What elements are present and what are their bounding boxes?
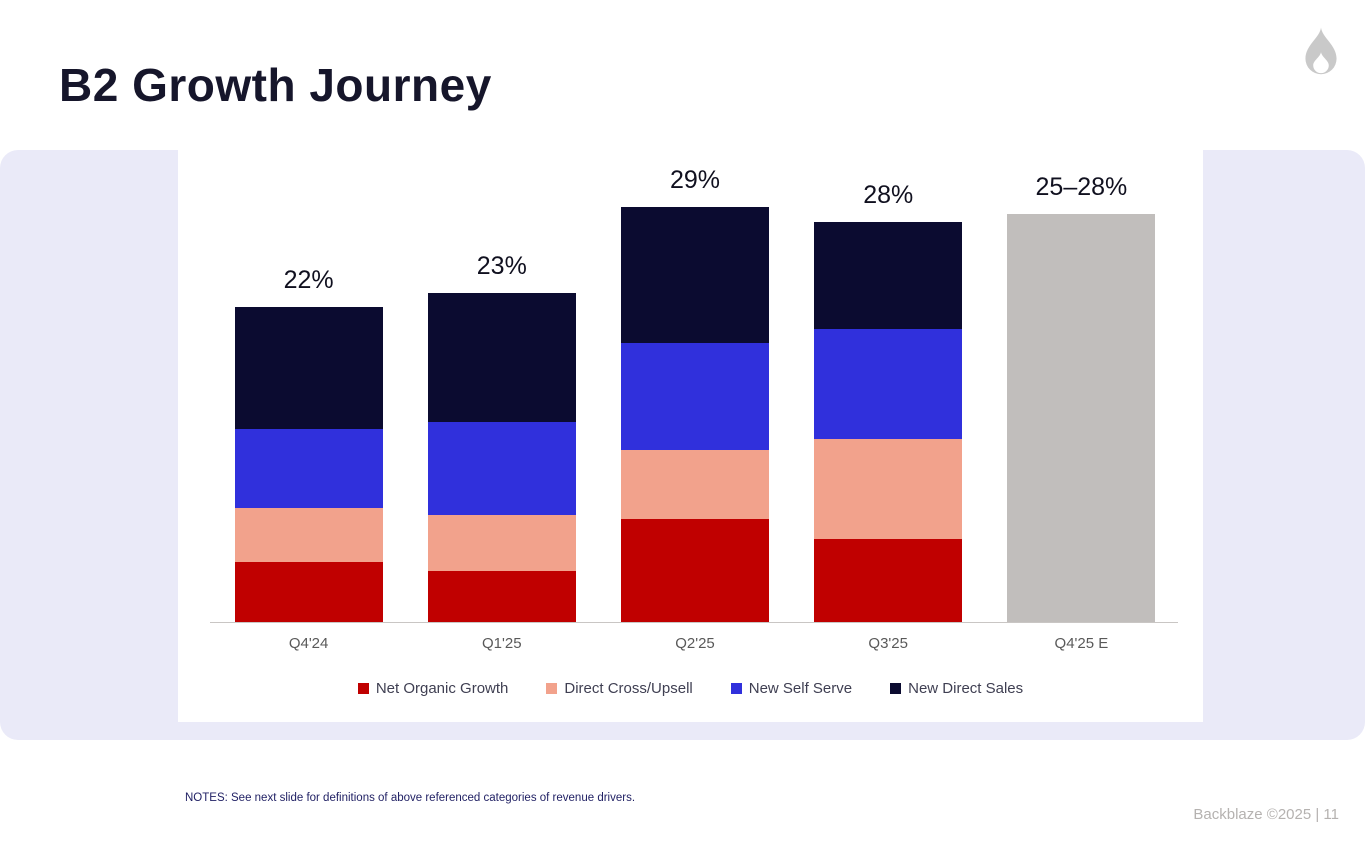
bar-total-label: 23% [476,252,527,281]
stacked-bar [234,307,383,622]
bar-segment [427,570,576,622]
legend-label: New Direct Sales [908,680,1024,697]
stacked-bar [814,221,963,622]
bar-total-label: 25–28% [1035,173,1128,202]
x-axis-tick-label: Q4'25 E [1054,635,1109,652]
stacked-bar [621,207,769,622]
bar-segment [234,507,383,562]
stacked-bar [1007,214,1156,622]
legend-label: Net Organic Growth [375,680,509,697]
bar-segment [814,438,963,540]
slide-notes: NOTES: See next slide for definitions of… [185,792,636,804]
bar-segment [427,514,576,571]
chart-panel: 22% Q4'24 23% Q1'25 29% Q2'25 28% Q3'25 25–28% Q4… [178,150,1203,722]
legend-item: New Self Serve [730,680,853,697]
bar-column: 23% Q1'25 [405,177,598,652]
legend-label: Direct Cross/Upsell [564,680,693,697]
x-axis-tick-label: Q4'24 [288,635,329,652]
bar-segment [1007,214,1156,622]
bar-segment [427,421,576,515]
bar-column: 28% Q3'25 [792,177,985,652]
bar-segment [621,207,769,344]
legend-swatch [890,683,902,694]
x-axis-tick-label: Q1'25 [482,635,522,652]
legend-item: Direct Cross/Upsell [546,680,693,697]
bar-column: 25–28% Q4'25 E [985,173,1178,652]
legend-item: New Direct Sales [890,680,1023,697]
bar-segment [814,328,963,439]
bar-segment [234,561,383,622]
x-axis-tick-label: Q2'25 [675,635,715,652]
bar-column: 22% Q4'24 [212,177,405,652]
slide-footer: Backblaze ©2025 | 11 [1193,806,1339,823]
bar-segment [621,343,769,451]
bar-segment [234,428,383,508]
page-title: B2 Growth Journey [59,59,492,111]
legend-item: Net Organic Growth [357,680,509,697]
bar-segment [621,450,769,520]
chart-band: 22% Q4'24 23% Q1'25 29% Q2'25 28% Q3'25 25–28% Q4… [0,150,1365,740]
stacked-bar [427,293,576,622]
backblaze-flame-icon [1305,27,1337,75]
legend-swatch [546,683,558,694]
chart-legend: Net Organic Growth Direct Cross/Upsell New… [178,680,1203,697]
bar-segment [814,221,963,329]
bar-segment [427,293,576,422]
legend-swatch [357,683,369,694]
bar-segment [621,519,769,622]
stacked-bar-chart: 22% Q4'24 23% Q1'25 29% Q2'25 28% Q3'25 25–28% Q4… [212,168,1178,652]
bar-total-label: 29% [669,166,721,195]
bar-segment [814,539,963,622]
x-axis-tick-label: Q3'25 [868,635,908,652]
bar-total-label: 28% [863,180,914,209]
legend-swatch [730,683,742,694]
bar-column: 29% Q2'25 [598,168,791,652]
legend-label: New Self Serve [748,680,853,697]
x-axis-line [210,622,1178,623]
bar-total-label: 22% [283,266,334,295]
bar-segment [234,307,383,429]
